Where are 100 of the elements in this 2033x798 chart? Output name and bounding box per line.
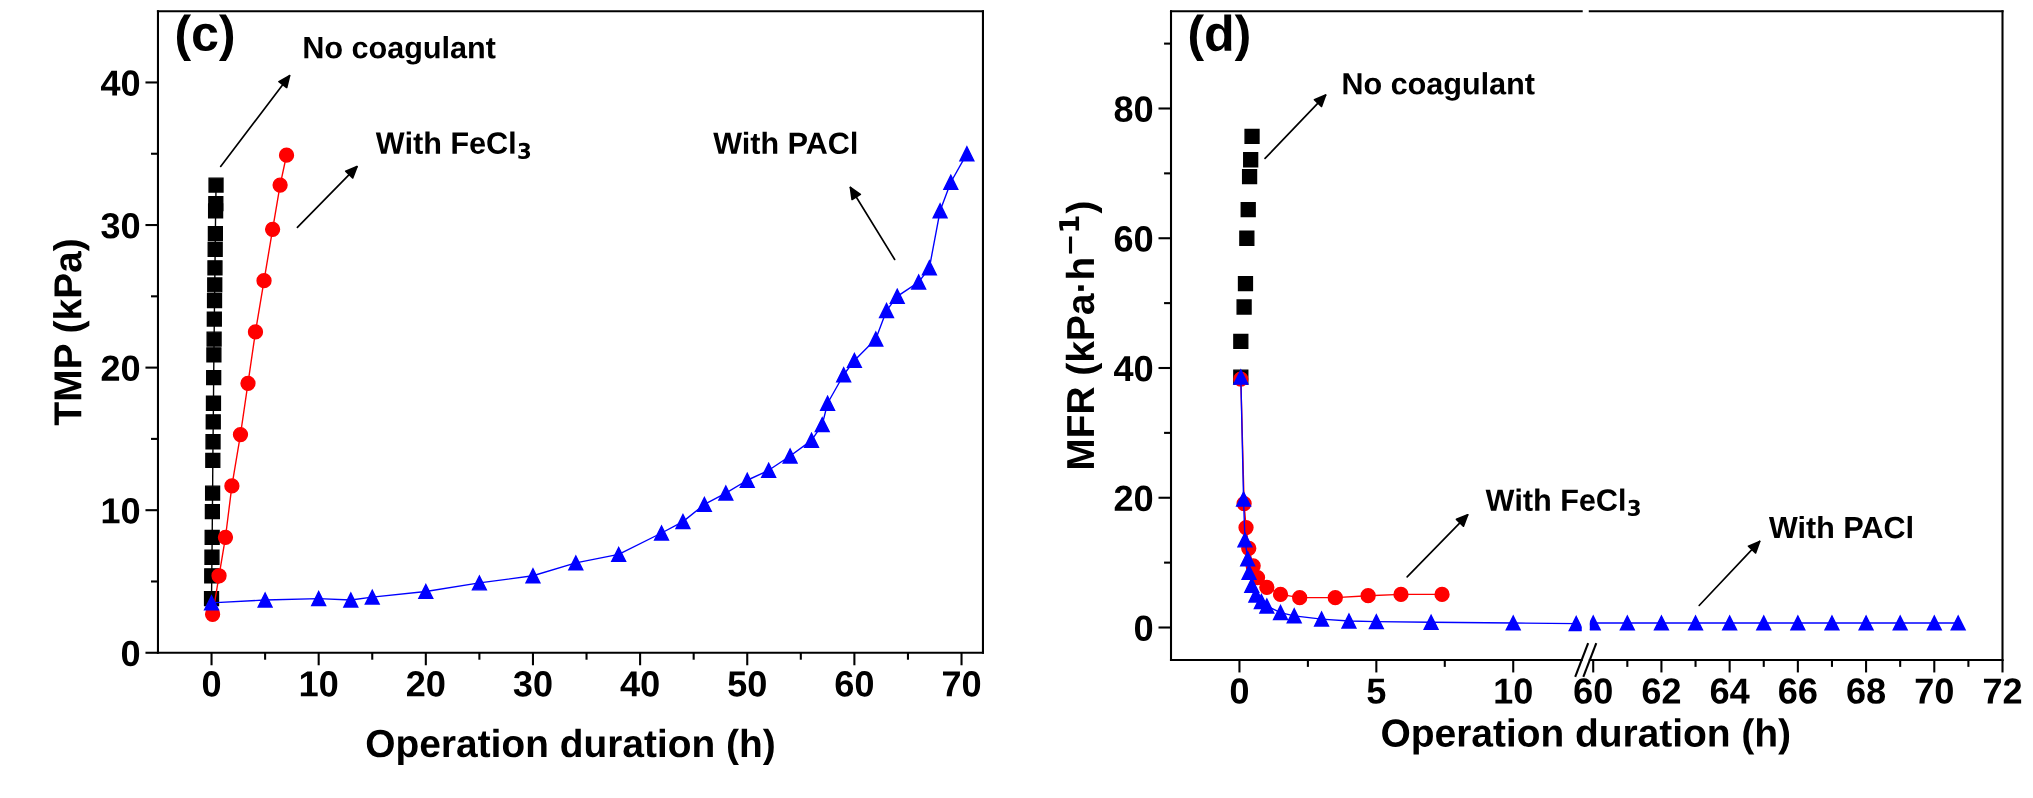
point xyxy=(846,352,863,369)
x-tick-label: 0 xyxy=(202,671,221,697)
point xyxy=(814,417,830,433)
x-axis-title: Operation duration (h) xyxy=(366,728,774,766)
y-tick-label: 20 xyxy=(101,355,140,382)
point xyxy=(264,221,281,237)
annotation: With PACl xyxy=(713,131,857,155)
point xyxy=(836,367,852,383)
point xyxy=(257,592,273,608)
x-tick-label: 20 xyxy=(406,671,445,697)
point xyxy=(1243,152,1259,168)
point xyxy=(207,241,223,257)
point xyxy=(1240,202,1256,218)
point xyxy=(932,203,948,219)
point xyxy=(418,583,434,600)
point xyxy=(272,177,288,193)
point xyxy=(921,260,938,276)
point xyxy=(204,529,220,545)
annotation: With FeCl$_{3}$ xyxy=(1485,488,1640,516)
point xyxy=(1505,615,1521,631)
x-tick-label: 5 xyxy=(1367,678,1386,704)
point xyxy=(782,448,798,464)
y-tick-label: 80 xyxy=(1114,96,1153,122)
point xyxy=(1360,588,1376,604)
x-tick-label: 10 xyxy=(1495,678,1532,704)
point xyxy=(1341,613,1357,629)
point xyxy=(1393,586,1409,603)
annotation: No coagulant xyxy=(1343,72,1535,101)
annotation: With FeCl$_{3}$ xyxy=(375,131,531,159)
point xyxy=(525,568,541,584)
point xyxy=(1292,590,1308,606)
x-tick-label: 62 xyxy=(1642,678,1681,704)
point xyxy=(718,485,734,501)
x-tick-label: 64 xyxy=(1710,678,1750,704)
x-tick-label: 70 xyxy=(1915,678,1953,704)
point xyxy=(206,369,222,386)
x-tick-label: 66 xyxy=(1779,678,1817,704)
point xyxy=(206,292,223,309)
point xyxy=(1236,299,1252,315)
point xyxy=(911,274,927,290)
annotation: (c) xyxy=(176,14,234,61)
point xyxy=(224,478,240,494)
point xyxy=(611,546,627,563)
point xyxy=(1286,608,1302,624)
point xyxy=(1241,564,1257,581)
point xyxy=(203,595,220,611)
point xyxy=(205,434,221,450)
x-tick-label: 50 xyxy=(728,671,766,697)
x-tick-label: 40 xyxy=(620,671,659,697)
point xyxy=(1259,579,1275,595)
x-tick-label: 10 xyxy=(300,671,338,697)
point xyxy=(739,472,755,488)
point xyxy=(1313,611,1330,627)
x-tick-label: 60 xyxy=(835,671,873,697)
point xyxy=(206,347,222,363)
point xyxy=(1272,604,1289,621)
point xyxy=(959,146,975,162)
y-tick-label: 60 xyxy=(1114,226,1153,252)
y-tick-label: 0 xyxy=(121,640,140,667)
x-tick-label: 72 xyxy=(1983,678,2022,704)
point xyxy=(204,549,220,565)
point xyxy=(343,592,359,608)
point xyxy=(205,414,221,430)
point xyxy=(1434,586,1450,603)
point xyxy=(653,525,670,541)
point xyxy=(1423,614,1439,630)
point xyxy=(206,311,222,327)
point xyxy=(247,324,264,340)
point xyxy=(208,196,224,212)
point xyxy=(217,529,234,545)
point xyxy=(568,555,584,571)
point xyxy=(1241,168,1258,185)
point xyxy=(207,277,223,293)
point xyxy=(1239,230,1255,246)
point xyxy=(1235,491,1252,507)
annotation: (d) xyxy=(1189,14,1249,62)
point xyxy=(205,452,221,468)
point xyxy=(211,568,227,584)
point xyxy=(205,395,222,411)
point xyxy=(1244,128,1260,145)
y-tick-label: 40 xyxy=(100,70,140,96)
x-tick-label: 60 xyxy=(1574,678,1612,704)
point xyxy=(364,589,380,605)
y-tick-label: 10 xyxy=(102,498,140,524)
point xyxy=(1568,615,1582,632)
annotation: With PACl xyxy=(1768,515,1912,539)
annotation: No coagulant xyxy=(304,36,496,65)
point xyxy=(232,426,249,443)
point xyxy=(878,302,895,319)
point xyxy=(256,273,272,289)
point xyxy=(868,331,884,347)
point xyxy=(675,513,691,530)
point xyxy=(889,288,905,304)
point xyxy=(819,395,836,411)
x-tick-label: 0 xyxy=(1230,678,1249,704)
point xyxy=(207,260,223,276)
point xyxy=(471,575,488,591)
point xyxy=(1240,551,1256,567)
y-tick-label: 40 xyxy=(1114,355,1153,382)
point xyxy=(278,147,295,163)
